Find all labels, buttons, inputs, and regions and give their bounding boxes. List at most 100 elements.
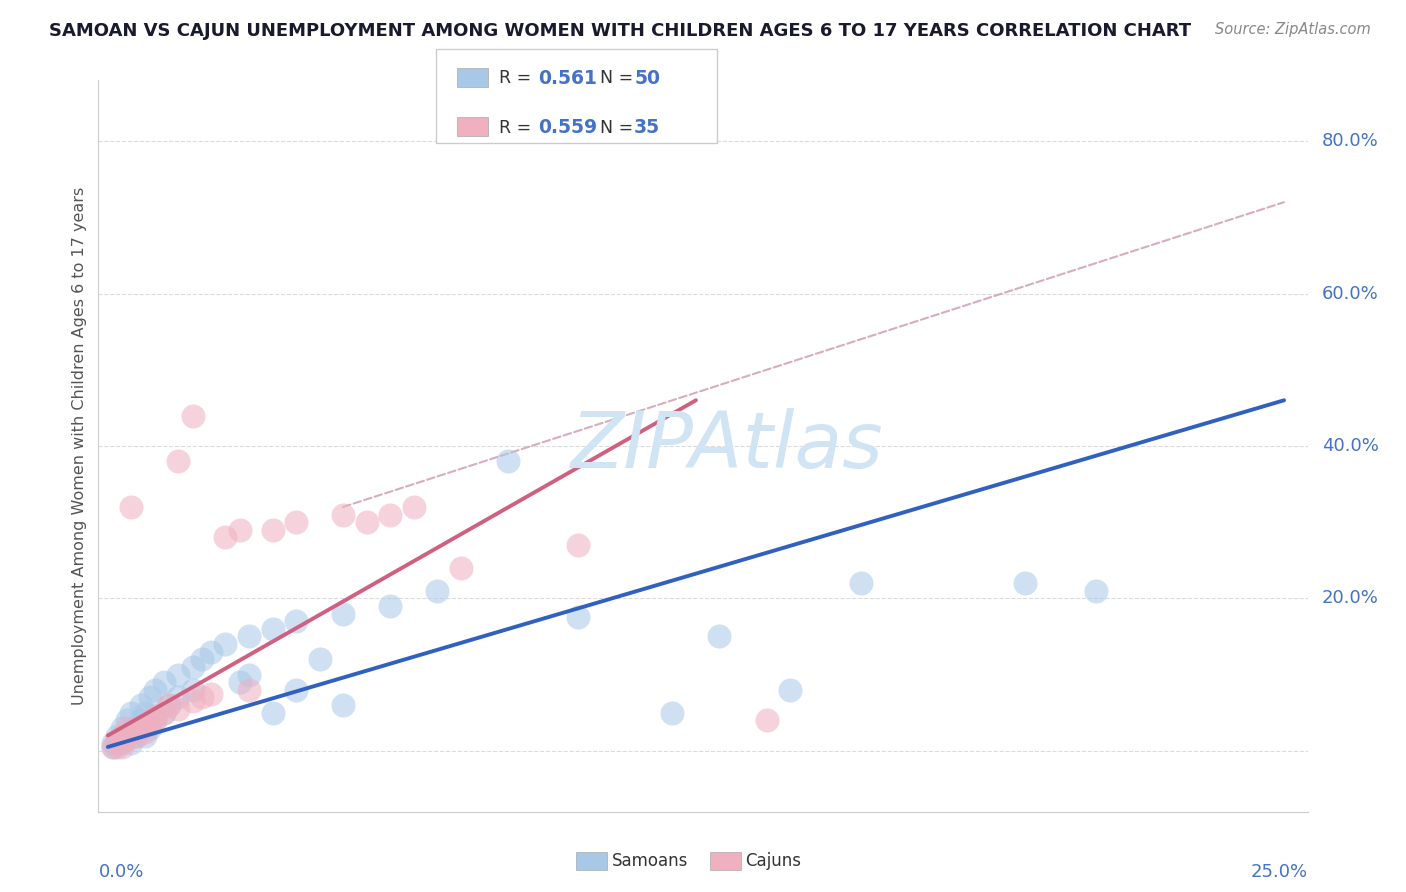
Point — [111, 729, 134, 743]
Point — [120, 736, 142, 750]
Y-axis label: Unemployment Among Women with Children Ages 6 to 17 years: Unemployment Among Women with Children A… — [72, 187, 87, 705]
Point — [214, 530, 236, 544]
Point — [262, 706, 284, 720]
Point — [167, 690, 190, 705]
Point — [153, 706, 176, 720]
Point — [228, 523, 250, 537]
Point — [200, 645, 222, 659]
Point — [849, 576, 872, 591]
Point — [105, 739, 128, 754]
Point — [129, 721, 152, 735]
Point — [332, 607, 354, 621]
Point — [143, 682, 166, 697]
Point — [378, 508, 401, 522]
Point — [134, 729, 156, 743]
Text: Samoans: Samoans — [612, 852, 688, 870]
Text: 35: 35 — [634, 118, 661, 137]
Text: 80.0%: 80.0% — [1322, 132, 1379, 150]
Point — [125, 729, 148, 743]
Point — [115, 729, 138, 743]
Text: 0.559: 0.559 — [538, 118, 598, 137]
Point — [143, 709, 166, 723]
Point — [101, 739, 124, 754]
Point — [120, 724, 142, 739]
Point — [228, 675, 250, 690]
Point — [332, 508, 354, 522]
Point — [181, 660, 204, 674]
Point — [308, 652, 330, 666]
Point — [496, 454, 519, 468]
Text: 40.0%: 40.0% — [1322, 437, 1379, 455]
Point — [238, 630, 260, 644]
Point — [134, 717, 156, 731]
Point — [120, 500, 142, 514]
Point — [115, 714, 138, 728]
Point — [661, 706, 683, 720]
Point — [238, 682, 260, 697]
Point — [134, 706, 156, 720]
Point — [120, 706, 142, 720]
Text: 60.0%: 60.0% — [1322, 285, 1379, 302]
Text: R =: R = — [499, 119, 537, 136]
Point — [157, 698, 180, 712]
Point — [101, 736, 124, 750]
Point — [567, 538, 589, 552]
Point — [101, 739, 124, 754]
Text: 20.0%: 20.0% — [1322, 590, 1379, 607]
Text: R =: R = — [499, 70, 537, 87]
Point — [238, 667, 260, 681]
Point — [111, 736, 134, 750]
Point — [143, 714, 166, 728]
Point — [111, 721, 134, 735]
Point — [356, 515, 378, 529]
Point — [779, 682, 801, 697]
Point — [167, 454, 190, 468]
Point — [181, 409, 204, 423]
Point — [181, 682, 204, 697]
Point — [115, 721, 138, 735]
Point — [115, 732, 138, 747]
Text: Source: ZipAtlas.com: Source: ZipAtlas.com — [1215, 22, 1371, 37]
Point — [125, 721, 148, 735]
Point — [285, 682, 308, 697]
Point — [567, 610, 589, 624]
Point — [755, 714, 778, 728]
Text: 25.0%: 25.0% — [1250, 863, 1308, 881]
Point — [111, 739, 134, 754]
Point — [134, 724, 156, 739]
Point — [262, 523, 284, 537]
Point — [129, 698, 152, 712]
Text: ZIPAtlas: ZIPAtlas — [571, 408, 883, 484]
Point — [402, 500, 425, 514]
Point — [332, 698, 354, 712]
Point — [105, 729, 128, 743]
Point — [262, 622, 284, 636]
Point — [214, 637, 236, 651]
Point — [129, 714, 152, 728]
Point — [139, 721, 162, 735]
Point — [181, 694, 204, 708]
Text: N =: N = — [589, 119, 638, 136]
Point — [167, 702, 190, 716]
Point — [1014, 576, 1036, 591]
Point — [1084, 583, 1107, 598]
Text: Cajuns: Cajuns — [745, 852, 801, 870]
Point — [153, 706, 176, 720]
Point — [200, 687, 222, 701]
Point — [139, 717, 162, 731]
Point — [153, 675, 176, 690]
Point — [139, 690, 162, 705]
Point — [143, 714, 166, 728]
Point — [191, 652, 214, 666]
Point — [157, 698, 180, 712]
Text: 0.0%: 0.0% — [98, 863, 143, 881]
Text: 50: 50 — [634, 69, 659, 88]
Text: 0.561: 0.561 — [538, 69, 598, 88]
Text: SAMOAN VS CAJUN UNEMPLOYMENT AMONG WOMEN WITH CHILDREN AGES 6 TO 17 YEARS CORREL: SAMOAN VS CAJUN UNEMPLOYMENT AMONG WOMEN… — [49, 22, 1191, 40]
Point — [285, 515, 308, 529]
Point — [709, 630, 731, 644]
Point — [105, 736, 128, 750]
Point — [167, 667, 190, 681]
Point — [285, 614, 308, 628]
Point — [191, 690, 214, 705]
